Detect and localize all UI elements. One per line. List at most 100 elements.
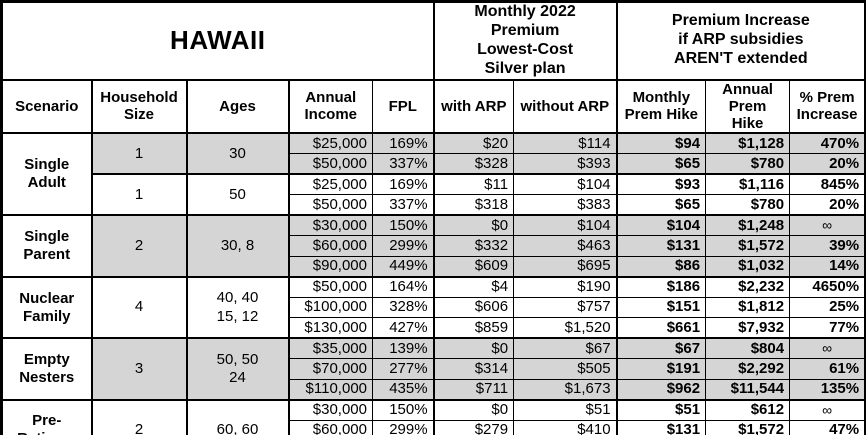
income-cell: $100,000	[287, 296, 373, 319]
col-header-pct-prem-increase: % Prem Increase	[789, 78, 866, 134]
income-cell: $130,000	[287, 317, 373, 339]
household-size-cell: 1	[90, 173, 187, 216]
table-row: $60,000 299% $279 $410 $131 $1,572 47%	[2, 419, 866, 435]
annual-hike-cell: $2,292	[705, 358, 791, 380]
pct-increase-cell: ∞	[789, 337, 866, 360]
pct-increase-cell: 845%	[789, 173, 866, 196]
pct-increase-cell: 4650%	[789, 275, 866, 298]
income-cell: $30,000	[287, 214, 373, 237]
with-arp-cell: $279	[432, 419, 515, 435]
col-header-annual-prem-hike: Annual Prem Hike	[705, 78, 791, 134]
pct-increase-cell: 77%	[789, 317, 866, 339]
monthly-hike-cell: $151	[615, 296, 707, 319]
scenario-cell: Nuclear Family	[1, 275, 92, 339]
scenario-cell: Empty Nesters	[1, 337, 92, 401]
fpl-cell: 328%	[371, 296, 435, 319]
scenario-cell: Pre- Retirees	[1, 398, 92, 435]
col-header-monthly-prem-hike: Monthly Prem Hike	[615, 78, 707, 134]
income-cell: $50,000	[287, 194, 373, 216]
income-cell: $110,000	[287, 378, 373, 401]
with-arp-cell: $318	[432, 194, 515, 216]
annual-hike-cell: $1,116	[705, 173, 791, 196]
annual-hike-cell: $804	[705, 337, 791, 360]
fpl-cell: 427%	[371, 317, 435, 339]
income-cell: $90,000	[287, 255, 373, 278]
household-size-cell: 2	[90, 214, 187, 278]
table-row: $50,000 337% $318 $383 $65 $780 20%	[2, 194, 866, 216]
without-arp-cell: $67	[513, 337, 618, 360]
fpl-cell: 435%	[371, 378, 435, 401]
income-cell: $60,000	[287, 235, 373, 257]
monthly-hike-cell: $86	[615, 255, 707, 278]
table-row: 1 50 $25,000 169% $11 $104 $93 $1,116 84…	[2, 173, 866, 216]
table-row: $90,000 449% $609 $695 $86 $1,032 14%	[2, 255, 866, 278]
fpl-cell: 337%	[371, 194, 435, 216]
monthly-hike-cell: $131	[615, 235, 707, 257]
col-header-scenario: Scenario	[1, 78, 92, 134]
fpl-cell: 150%	[371, 214, 435, 237]
without-arp-cell: $1,673	[513, 378, 618, 401]
title-row: HAWAII Monthly 2022 Premium Lowest-Cost …	[0, 1, 866, 80]
without-arp-cell: $51	[513, 398, 618, 421]
with-arp-cell: $11	[432, 173, 515, 196]
monthly-hike-cell: $67	[615, 337, 707, 360]
without-arp-cell: $104	[513, 173, 618, 196]
annual-hike-cell: $1,572	[705, 419, 791, 435]
col-header-fpl: FPL	[371, 78, 435, 134]
income-cell: $60,000	[287, 419, 373, 435]
monthly-hike-cell: $186	[615, 275, 707, 298]
with-arp-cell: $606	[432, 296, 515, 319]
pct-increase-cell: 14%	[789, 255, 866, 278]
monthly-hike-cell: $51	[615, 398, 707, 421]
without-arp-cell: $114	[513, 132, 618, 155]
income-cell: $70,000	[287, 358, 373, 380]
col-header-annual-income: Annual Income	[287, 78, 373, 134]
without-arp-cell: $1,520	[513, 317, 618, 339]
without-arp-cell: $757	[513, 296, 618, 319]
scenario-cell: Single Adult	[1, 132, 92, 216]
income-cell: $30,000	[287, 398, 373, 421]
monthly-hike-cell: $191	[615, 358, 707, 380]
fpl-cell: 299%	[371, 235, 435, 257]
with-arp-cell: $314	[432, 358, 515, 380]
income-cell: $50,000	[287, 275, 373, 298]
without-arp-cell: $695	[513, 255, 618, 278]
pct-increase-cell: 25%	[789, 296, 866, 319]
pct-increase-cell: 39%	[789, 235, 866, 257]
monthly-hike-cell: $65	[615, 194, 707, 216]
without-arp-cell: $505	[513, 358, 618, 380]
table-row: Empty Nesters 3 50, 50 24 $35,000 139% $…	[1, 337, 866, 401]
with-arp-cell: $20	[432, 132, 515, 155]
with-arp-cell: $332	[432, 235, 515, 257]
table-row: $50,000 337% $328 $393 $65 $780 20%	[2, 153, 866, 175]
household-size-cell: 4	[90, 275, 187, 339]
annual-hike-cell: $612	[705, 398, 791, 421]
with-arp-cell: $0	[432, 398, 515, 421]
pct-increase-cell: 20%	[789, 153, 866, 175]
monthly-hike-cell: $131	[615, 419, 707, 435]
pct-increase-cell: 20%	[789, 194, 866, 216]
col-header-with-arp: with ARP	[432, 78, 515, 134]
without-arp-cell: $393	[513, 153, 618, 175]
annual-hike-cell: $1,812	[705, 296, 791, 319]
ages-cell: 40, 40 15, 12	[185, 275, 289, 339]
table-row: $100,000 328% $606 $757 $151 $1,812 25%	[2, 296, 866, 319]
fpl-cell: 277%	[371, 358, 435, 380]
table-row: Pre- Retirees 2 60, 60 $30,000 150% $0 $…	[1, 398, 866, 435]
annual-hike-cell: $1,128	[705, 132, 791, 155]
ages-cell: 30	[185, 132, 289, 175]
household-size-cell: 3	[90, 337, 187, 401]
pct-increase-cell: 61%	[789, 358, 866, 380]
fpl-cell: 150%	[371, 398, 435, 421]
monthly-hike-cell: $104	[615, 214, 707, 237]
fpl-cell: 169%	[371, 132, 435, 155]
without-arp-cell: $383	[513, 194, 618, 216]
with-arp-cell: $4	[432, 275, 515, 298]
table-row: $60,000 299% $332 $463 $131 $1,572 39%	[2, 235, 866, 257]
with-arp-cell: $711	[432, 378, 515, 401]
col-header-household-size: Household Size	[90, 78, 187, 134]
with-arp-cell: $328	[432, 153, 515, 175]
monthly-hike-cell: $93	[615, 173, 707, 196]
